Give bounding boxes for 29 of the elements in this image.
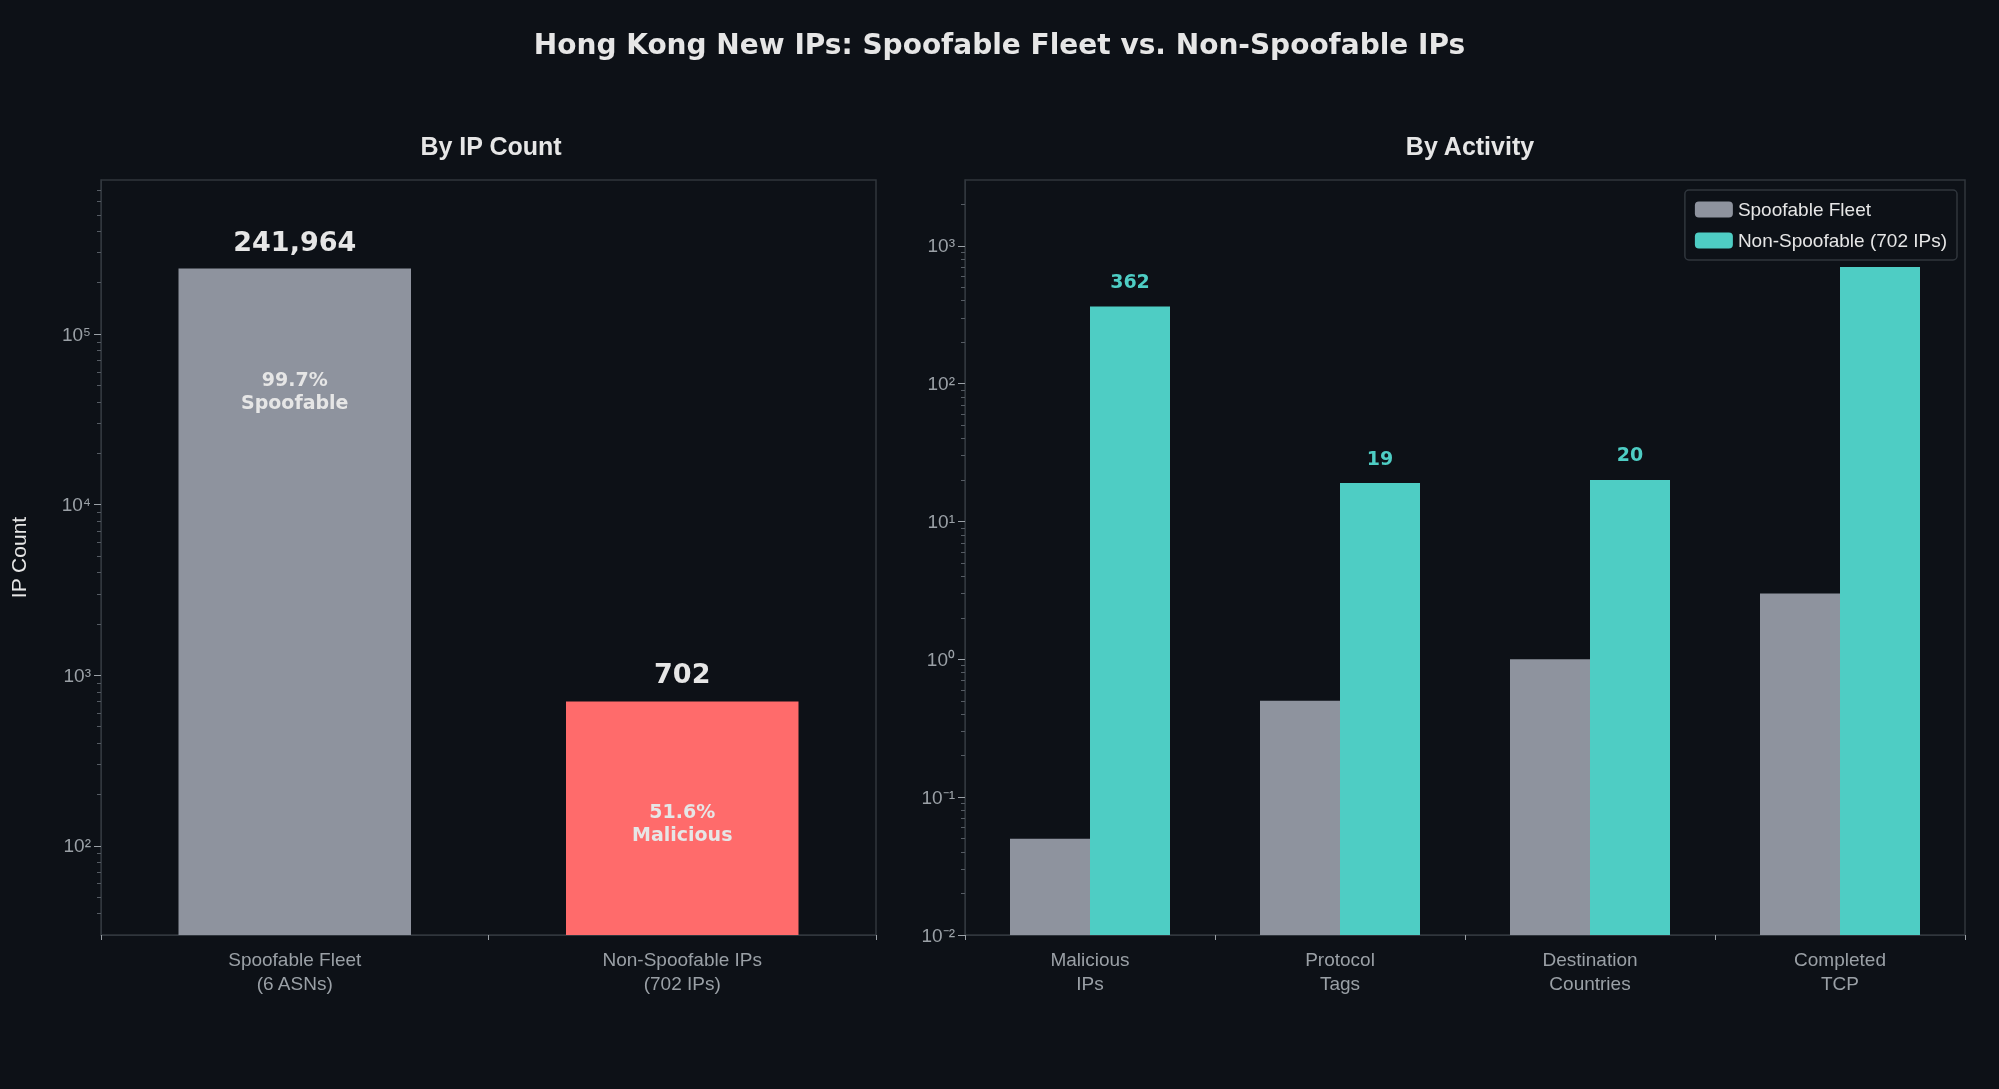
x-tick-label: Protocol Tags [1305,948,1375,994]
x-tick-label: Spoofable Fleet (6 ASNs) [228,948,363,994]
y-tick-label: 10⁻² [921,924,955,946]
x-tick-label: Destination Countries [1542,948,1638,994]
y-tick-label: 10⁵ [61,323,91,345]
y-tick-label: 10⁰ [926,648,955,670]
y-tick-label: 10³ [63,664,91,686]
y-tick-label: 10² [927,373,955,395]
data-label: 241,964 [233,225,357,257]
x-tick-label: Non-Spoofable IPs (702 IPs) [602,948,762,994]
y-tick-label: 10⁻¹ [921,786,955,808]
y-axis-title: IP Count [7,516,30,599]
data-label: 19 [1366,446,1394,469]
y-tick-label: 10² [63,835,91,857]
text: Hong Kong New IPs: Spoofable Fleet vs. Non-Spoofable IPs [532,28,1467,61]
x-tick-label: Malicious IPs [1050,948,1130,994]
annotation: 99.7% Spoofable [241,367,349,414]
x-tick-label: Completed TCP [1794,948,1886,994]
y-tick-label: 10⁴ [61,494,91,516]
chart-title: By Activity [1405,131,1535,160]
data-label: 702 [654,658,711,690]
annotation: 51.6% Malicious [632,800,733,847]
legend-label: Spoofable Fleet [1737,199,1872,220]
data-label: 362 [1110,270,1150,293]
data-label: 20 [1616,443,1644,466]
legend-label: Non-Spoofable (702 IPs) [1737,230,1947,251]
y-tick-label: 10³ [927,235,955,257]
chart-title: By IP Count [420,131,563,160]
y-tick-label: 10¹ [927,510,955,532]
